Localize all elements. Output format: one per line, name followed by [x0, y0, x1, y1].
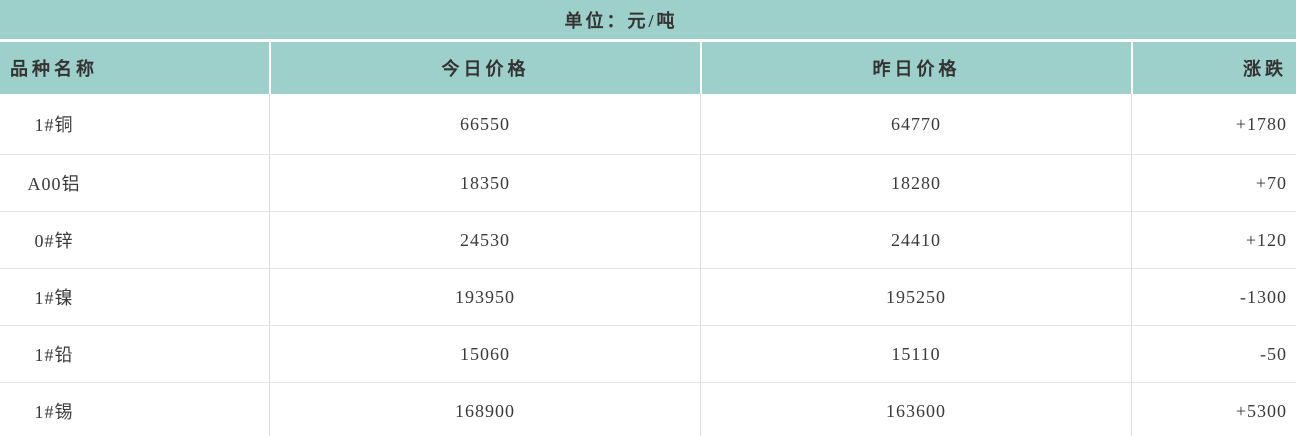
- today-price: 193950: [270, 269, 701, 325]
- variety-name-cell: 1#锡: [0, 383, 270, 436]
- table-row: 1#铜 66550 64770 +1780: [0, 94, 1296, 155]
- unit-caption-band: 单位：元/吨: [0, 0, 1296, 42]
- variety-name-cell: 0#锌: [0, 212, 270, 268]
- variety-name: 1#镍: [34, 288, 74, 308]
- variety-name: A00铝: [27, 174, 81, 194]
- yesterday-price: 18280: [701, 155, 1132, 211]
- today-price: 24530: [270, 212, 701, 268]
- price-change: -50: [1260, 343, 1287, 364]
- yesterday-price: 15110: [701, 326, 1132, 382]
- variety-name: 1#铅: [34, 345, 74, 365]
- variety-name: 0#锌: [34, 231, 74, 251]
- today-price: 18350: [270, 155, 701, 211]
- variety-name-cell: 1#镍: [0, 269, 270, 325]
- column-header-yesterday: 昨日价格: [702, 42, 1131, 94]
- column-header-today: 今日价格: [271, 42, 700, 94]
- price-change: -1300: [1240, 286, 1287, 307]
- price-change: +70: [1255, 172, 1287, 193]
- yesterday-price: 195250: [701, 269, 1132, 325]
- today-price: 168900: [270, 383, 701, 436]
- unit-label: 单位：元/吨: [564, 10, 678, 31]
- today-price: 15060: [270, 326, 701, 382]
- column-header-change: 涨跌: [1133, 42, 1296, 94]
- table-row: 0#锌 24530 24410 +120: [0, 212, 1296, 269]
- table-header-row: 品种名称 今日价格 昨日价格 涨跌: [0, 42, 1296, 94]
- price-change: +5300: [1235, 400, 1287, 421]
- yesterday-price: 163600: [701, 383, 1132, 436]
- price-change: +120: [1245, 229, 1287, 250]
- variety-name: 1#铜: [34, 115, 74, 135]
- variety-name-cell: 1#铅: [0, 326, 270, 382]
- variety-name-cell: A00铝: [0, 155, 270, 211]
- variety-name-cell: 1#铜: [0, 94, 270, 154]
- today-price: 66550: [270, 94, 701, 154]
- table-row: A00铝 18350 18280 +70: [0, 155, 1296, 212]
- yesterday-price: 24410: [701, 212, 1132, 268]
- table-row: 1#锡 168900 163600 +5300: [0, 383, 1296, 436]
- table-row: 1#铅 15060 15110 -50: [0, 326, 1296, 383]
- column-header-variety: 品种名称: [0, 42, 269, 94]
- table-row: 1#镍 193950 195250 -1300: [0, 269, 1296, 326]
- yesterday-price: 64770: [701, 94, 1132, 154]
- price-change: +1780: [1235, 113, 1287, 134]
- variety-name: 1#锡: [34, 402, 74, 422]
